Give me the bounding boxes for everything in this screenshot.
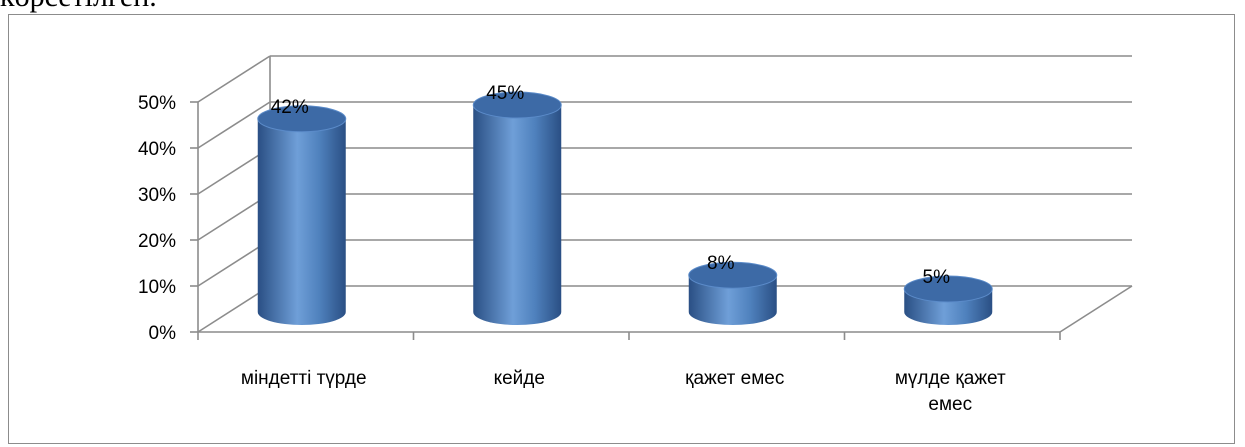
- bars: [257, 91, 993, 325]
- category-label: мүлде қажет емес: [895, 368, 1006, 415]
- grid-diagonal: [197, 55, 271, 103]
- y-tick-label: 0%: [149, 323, 177, 344]
- y-tick-label: 10%: [138, 277, 176, 298]
- y-tick-label: 20%: [138, 231, 176, 252]
- y-tick-label: 50%: [138, 93, 176, 114]
- bar-top: [903, 275, 993, 303]
- data-label: 45%: [486, 83, 524, 104]
- bar-2: [688, 261, 778, 325]
- category-label: кейде: [494, 368, 545, 389]
- category-label: міндетті түрде: [241, 368, 367, 389]
- caption-fragment: көрсетілген.: [0, 0, 157, 14]
- y-axis-ticks: 0% 10% 20% 30% 40% 50%: [138, 93, 176, 344]
- bar-top: [257, 105, 347, 133]
- data-label: 8%: [707, 253, 735, 274]
- bar-top: [472, 91, 562, 119]
- bar-3: [903, 275, 993, 325]
- category-label: қажет емес: [685, 368, 784, 389]
- chart-frame: [8, 14, 1235, 444]
- bar-body: [688, 275, 777, 325]
- bar-top: [688, 261, 778, 289]
- data-label: 5%: [923, 267, 951, 288]
- data-label: 42%: [271, 97, 309, 118]
- bar-1: [472, 91, 562, 325]
- floor-right-edge: [1059, 285, 1133, 333]
- bar-0: [257, 105, 347, 325]
- y-tick-label: 40%: [138, 139, 176, 160]
- bar-body: [473, 105, 562, 325]
- grid-diagonal: [197, 101, 271, 149]
- category-labels: міндетті түрде кейде қажет емес мүлде қажет…: [241, 368, 1006, 415]
- y-tick-label: 30%: [138, 185, 176, 206]
- bar-body: [257, 118, 346, 325]
- data-labels: 42% 45% 8% 5%: [271, 83, 950, 288]
